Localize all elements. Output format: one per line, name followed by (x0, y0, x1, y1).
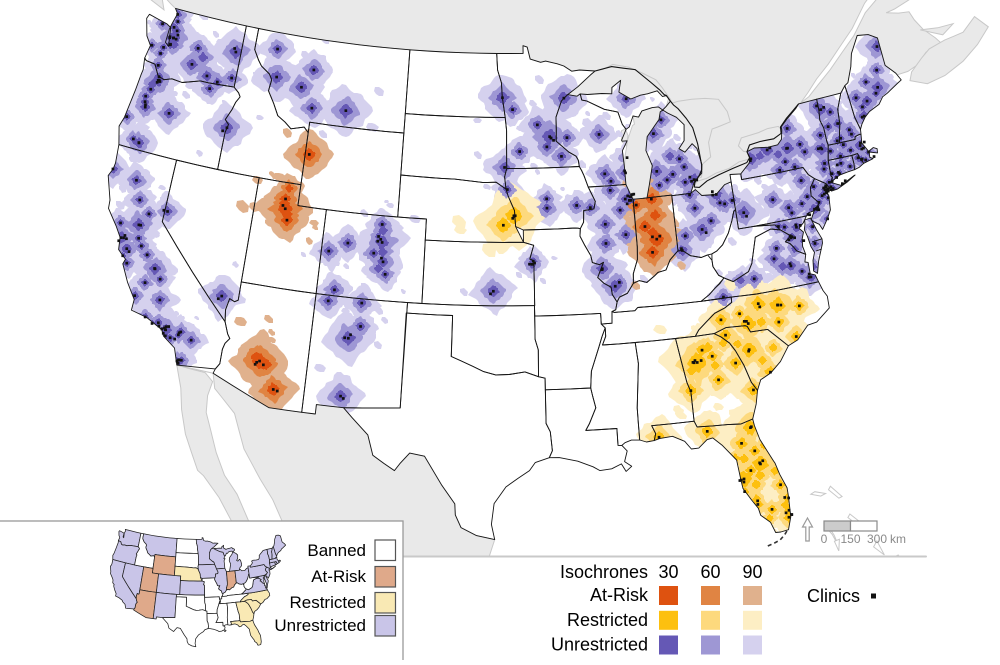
svg-text:0: 0 (821, 532, 828, 546)
svg-text:Unrestricted: Unrestricted (274, 616, 366, 635)
svg-text:Clinics: Clinics (807, 586, 860, 606)
svg-text:km: km (890, 532, 906, 546)
svg-text:150: 150 (840, 532, 860, 546)
svg-text:Restricted: Restricted (567, 610, 648, 630)
svg-text:Isochrones: Isochrones (560, 562, 648, 582)
svg-text:300: 300 (867, 532, 887, 546)
svg-text:90: 90 (742, 562, 762, 582)
svg-text:Banned: Banned (307, 541, 366, 560)
svg-text:At-Risk: At-Risk (311, 567, 366, 586)
svg-text:60: 60 (700, 562, 720, 582)
svg-text:30: 30 (658, 562, 678, 582)
svg-text:Unrestricted: Unrestricted (551, 635, 648, 655)
svg-text:Restricted: Restricted (289, 593, 366, 612)
svg-text:At-Risk: At-Risk (590, 585, 649, 605)
